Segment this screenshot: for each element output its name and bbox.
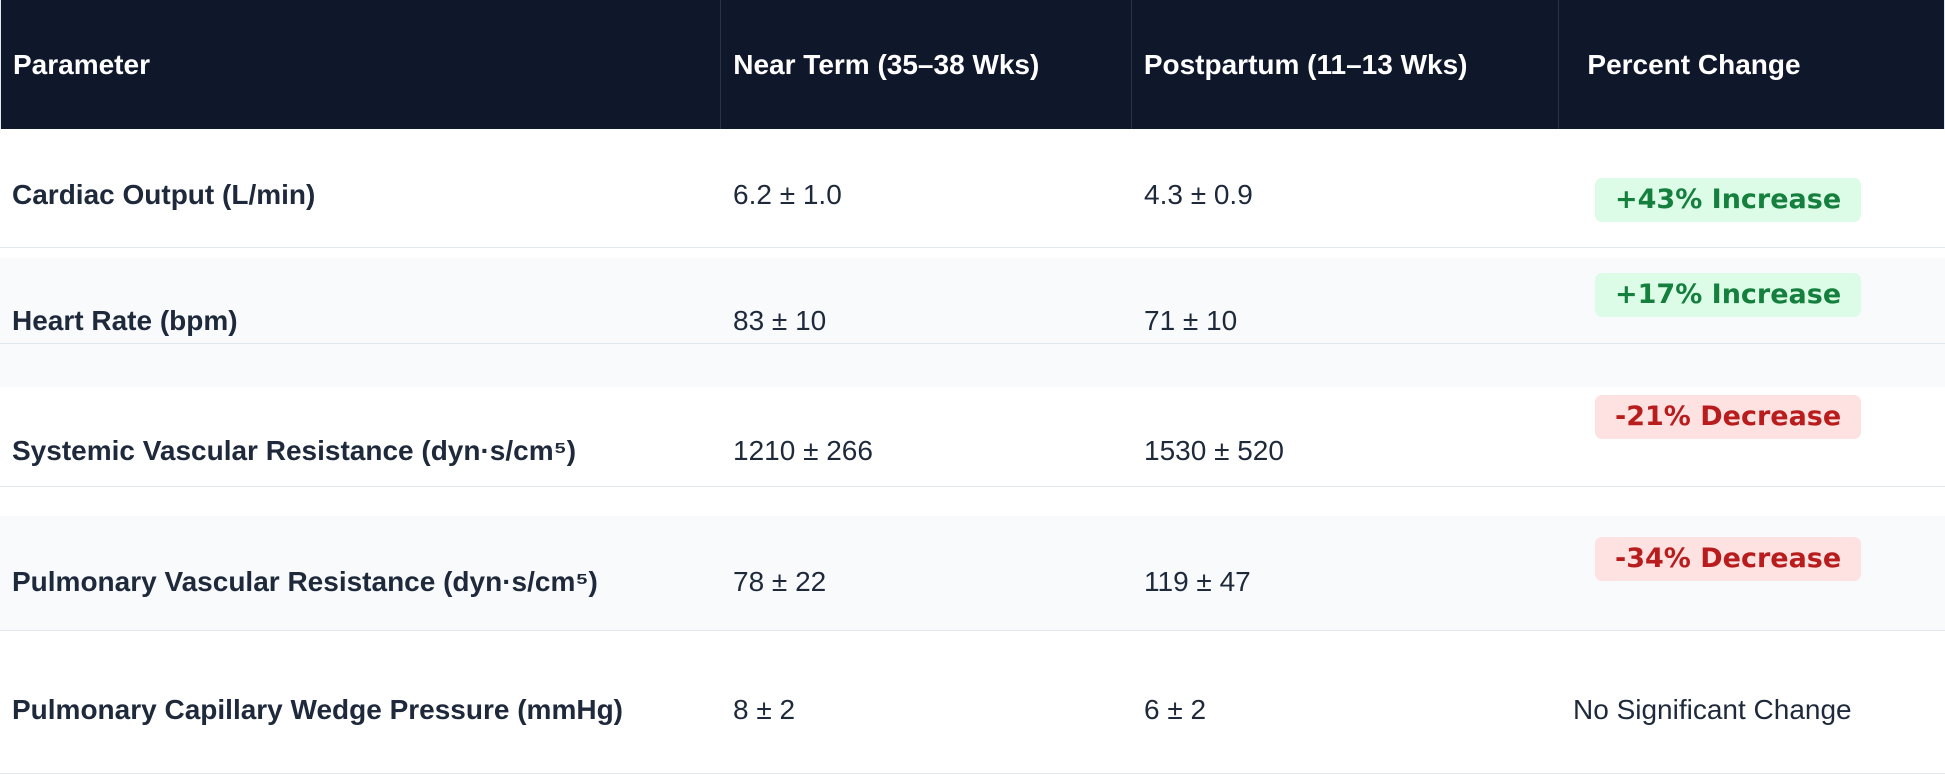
percent-change-badge: -34% Decrease xyxy=(1595,537,1862,581)
row-near-term-value: 1210 ± 266 xyxy=(733,435,873,466)
percent-change-badge: +17% Increase xyxy=(1595,273,1862,317)
row-postpartum-value: 6 ± 2 xyxy=(1144,694,1207,725)
table-header: Parameter Near Term (35–38 Wks) Postpart… xyxy=(1,0,1944,129)
header-near-term: Near Term (35–38 Wks) xyxy=(721,0,1132,129)
row-postpartum-value: 71 ± 10 xyxy=(1144,305,1238,336)
row-spacer xyxy=(0,344,1945,387)
header-percent-change: Percent Change xyxy=(1587,48,1801,80)
row-near-term-value: 6.2 ± 1.0 xyxy=(733,179,842,210)
row-near-term-value: 78 ± 22 xyxy=(733,566,827,597)
row-postpartum-value: 1530 ± 520 xyxy=(1144,435,1284,466)
row-parameter: Pulmonary Vascular Resistance (dyn·s/cm⁵… xyxy=(12,566,598,597)
row-near-term-value: 83 ± 10 xyxy=(733,305,827,336)
table-row: Cardiac Output (L/min) 6.2 ± 1.0 4.3 ± 0… xyxy=(0,129,1945,248)
row-parameter: Heart Rate (bpm) xyxy=(12,305,238,336)
row-percent-change-text: No Significant Change xyxy=(1573,694,1852,725)
row-parameter: Pulmonary Capillary Wedge Pressure (mmHg… xyxy=(12,694,623,725)
table-row: Pulmonary Vascular Resistance (dyn·s/cm⁵… xyxy=(0,516,1945,631)
percent-change-badge: +43% Increase xyxy=(1595,178,1862,222)
header-parameter: Parameter xyxy=(1,0,722,129)
table-row: Pulmonary Capillary Wedge Pressure (mmHg… xyxy=(0,646,1945,774)
header-postpartum: Postpartum (11–13 Wks) xyxy=(1132,0,1560,129)
table-row: Systemic Vascular Resistance (dyn·s/cm⁵)… xyxy=(0,387,1945,487)
row-postpartum-value: 119 ± 47 xyxy=(1144,566,1251,597)
percent-change-badge: -21% Decrease xyxy=(1595,395,1862,439)
row-near-term-value: 8 ± 2 xyxy=(733,694,796,725)
row-parameter: Systemic Vascular Resistance (dyn·s/cm⁵) xyxy=(12,435,577,466)
hemodynamics-table: Parameter Near Term (35–38 Wks) Postpart… xyxy=(0,0,1945,129)
row-postpartum-value: 4.3 ± 0.9 xyxy=(1144,179,1253,210)
row-parameter: Cardiac Output (L/min) xyxy=(12,179,316,210)
table-row: Heart Rate (bpm) 83 ± 10 71 ± 10 +17% In… xyxy=(0,258,1945,344)
